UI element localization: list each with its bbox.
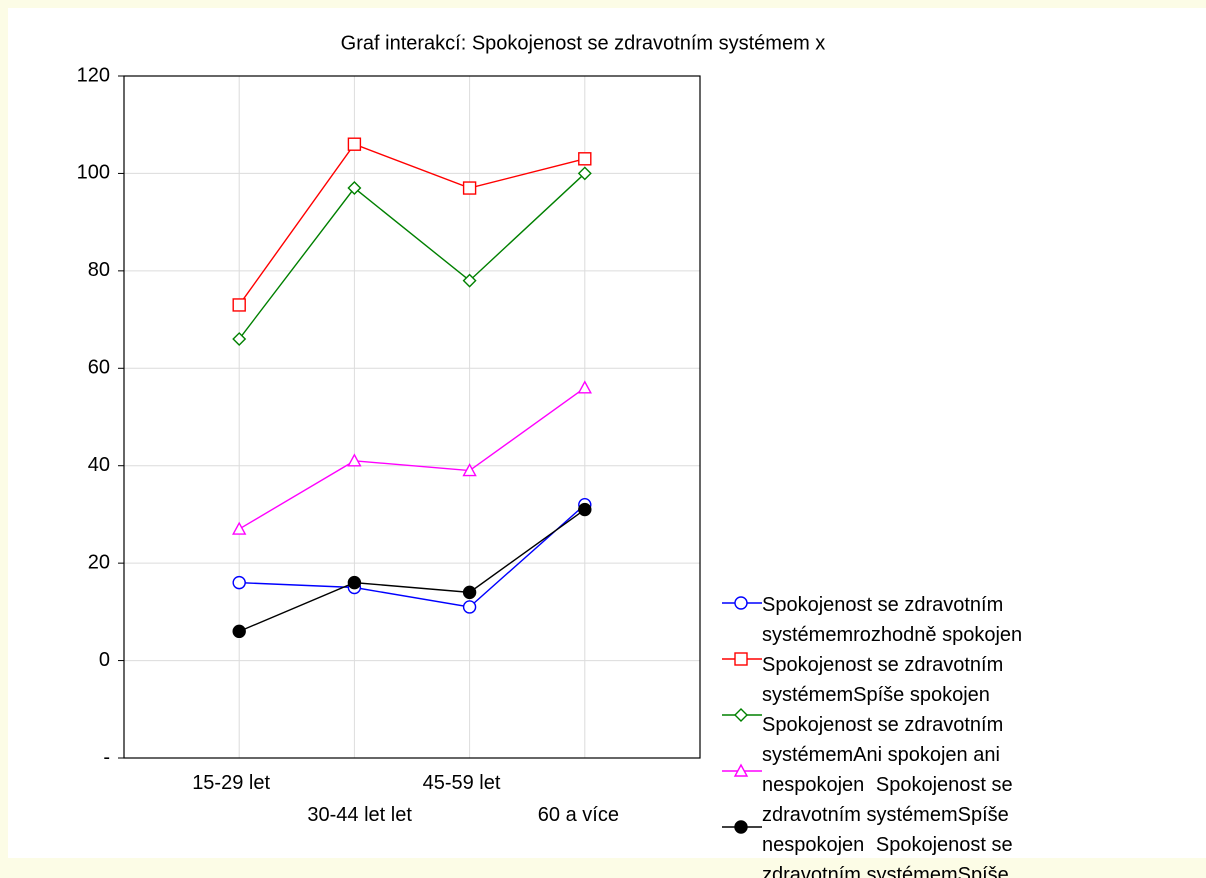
data-point [578,152,592,166]
data-point [462,463,477,477]
y-tick-label: 60 [88,357,110,379]
y-tick-label: 100 [77,162,110,184]
chart-title: Graf interakcí: Spokojenost se zdravotní… [341,32,826,54]
series-line [238,172,586,340]
y-tick-label: 120 [77,64,110,86]
legend-marker [734,652,748,666]
data-point [462,585,477,600]
legend-label: Spokojenost se zdravotním systémemSpíše … [762,654,1004,706]
data-point [347,181,362,196]
legend-marker [734,596,748,610]
y-tick-label: 0 [99,649,110,671]
y-tick-label: 40 [88,454,110,476]
legend-marker [734,708,748,722]
data-point [462,600,477,614]
data-point [232,575,246,590]
data-point [232,521,247,535]
legend-marker [733,763,749,777]
series-line [239,504,586,608]
x-tick-label: 45-59 let [422,772,501,794]
panel [8,8,1206,858]
data-point [578,502,592,517]
data-point [347,575,362,590]
series-line [238,508,586,632]
legend-label: Spokojenost se zdravotním systémemSpíše … [762,834,1013,878]
legend: Spokojenost se zdravotním systémemrozhod… [762,590,1107,878]
x-tick-label: 15-29 let [192,772,271,794]
data-point [232,624,246,639]
x-tick-label: 60 a více [537,804,619,826]
x-tick-label: 30-44 let let [307,804,412,826]
legend-label: Spokojenost se zdravotním systémemrozhod… [762,594,1023,646]
y-tick-label: 20 [88,551,110,573]
series-line [238,387,586,530]
data-point [347,137,362,151]
data-point [232,298,246,312]
data-point [577,166,592,181]
plot-frame [123,75,701,759]
y-tick-label: 80 [88,259,110,281]
data-point [577,380,592,394]
legend-label: Spokojenost se zdravotním systémemSpíše … [762,774,1013,856]
data-point [347,453,362,467]
data-point [462,273,477,288]
data-point [462,181,477,195]
legend-label: Spokojenost se zdravotním systémemAni sp… [762,714,1004,796]
data-point [232,332,247,347]
y-tick-label: - [103,746,110,768]
legend-marker [734,820,748,834]
series-line [238,143,585,306]
